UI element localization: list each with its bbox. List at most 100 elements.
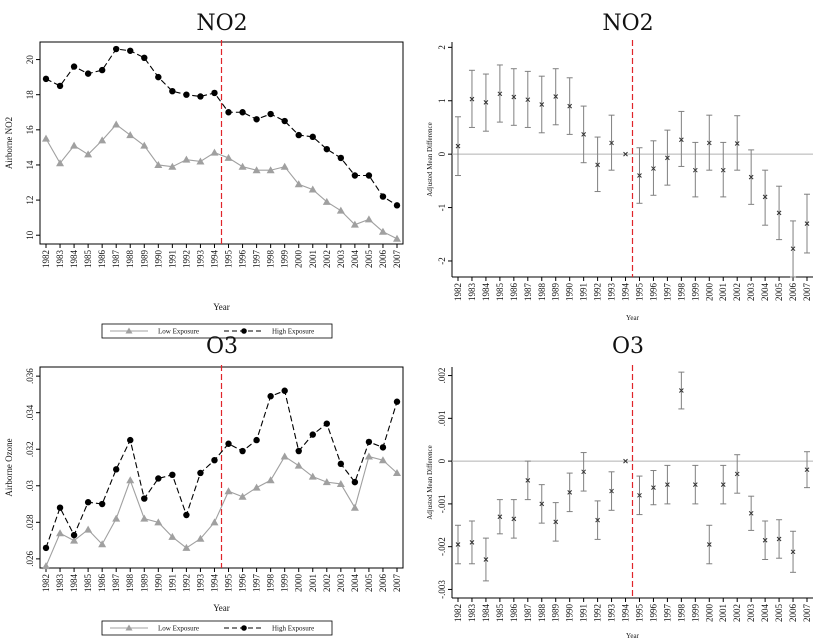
high-exposure-point [379,444,387,451]
high-exposure-point [141,495,148,502]
x-tick-label: 1993 [195,250,205,269]
estimate-marker [525,97,531,103]
x-tick-label: 1985 [83,574,93,593]
high-exposure-point [155,475,162,482]
estimate-marker [539,501,545,507]
x-tick-label: 1996 [648,604,658,623]
x-tick-label: 2004 [760,604,770,623]
low-exposure-point [350,503,359,511]
legend-low-label: Low Exposure [158,625,199,633]
low-exposure-point [182,155,191,163]
high-exposure-point [197,93,204,100]
high-exposure-point [295,447,302,455]
estimate-marker [637,492,642,498]
x-tick-label: 1991 [579,604,589,622]
x-tick-label: 1993 [607,604,617,623]
chart-panel-1: NO2 10 12 14 16 18 20 Airborne NO2 1982 1983 1984 1… [4,11,404,339]
x-tick-label: 1988 [537,604,547,623]
x-tick-label: 2000 [294,250,304,269]
x-tick-label: 2000 [704,604,714,623]
y-tick-label: .001 [437,410,447,426]
x-tick-label: 1995 [224,574,234,593]
y-tick-label: .03 [25,480,35,492]
x-tick-label: 2002 [322,250,332,268]
y-tick-label: 2 [437,45,447,50]
x-tick-label: 1995 [224,250,234,269]
legend-low-label: Low Exposure [158,328,199,336]
x-tick-label: 1990 [565,283,575,302]
x-tick-label: 1988 [125,250,135,269]
x-tick-label: 1986 [97,250,107,269]
high-exposure-point [42,544,50,552]
high-exposure-point [351,478,359,486]
estimate-marker [455,143,461,149]
low-exposure-point [252,483,261,491]
x-tick-label: 1985 [495,283,505,302]
low-exposure-point [140,514,149,522]
legend-box [101,323,333,339]
low-exposure-point [393,468,401,476]
y-tick-label: 10 [25,230,35,240]
high-exposure-point [183,511,190,519]
x-tick-label: 1998 [676,604,686,623]
x-tick-label: 1997 [252,574,262,593]
estimate-marker [692,482,698,487]
x-tick-label: 1992 [181,574,191,592]
y-tick-label: 16 [25,125,35,135]
chart-title: NO2 [196,11,247,36]
estimate-marker [525,478,531,483]
x-tick-label: 1988 [125,574,135,593]
high-exposure-point [295,131,302,139]
x-tick-label: 1996 [238,574,248,593]
estimate-marker [665,482,670,487]
estimate-marker [511,516,517,522]
x-tick-label: 1982 [453,283,463,301]
x-tick-label: 1992 [181,250,191,268]
x-axis-label: Year [213,302,230,312]
high-exposure-point [197,469,204,477]
low-exposure-point [322,197,331,205]
x-tick-label: 1987 [523,283,533,302]
x-tick-label: 2007 [802,604,812,623]
x-tick-label: 1982 [41,574,51,592]
x-tick-label: 2003 [336,574,346,593]
high-exposure-point [309,133,316,141]
x-tick-label: 1982 [41,250,51,268]
low-exposure-point [294,461,303,469]
estimate-marker [679,388,684,393]
low-exposure-point [196,157,205,165]
x-tick-label: 2004 [760,283,770,302]
high-exposure-point [141,54,148,62]
high-exposure-point [113,466,120,473]
low-exposure-point [364,215,373,223]
low-exposure-point [210,518,219,526]
x-tick-label: 2005 [364,250,374,269]
legend-high-label: High Exposure [272,328,314,336]
x-tick-label: 1991 [579,283,589,301]
estimate-marker [706,542,712,547]
high-exposure-point [393,202,401,209]
x-tick-label: 1982 [453,604,463,622]
x-tick-label: 1995 [634,604,644,623]
chart-panel-4: O3 -.003 -.002 -.001 0 .001 .002 Adjusted Mean … [426,334,813,640]
x-tick-label: 1983 [467,283,477,302]
estimate-marker [734,141,740,146]
y-tick-label: 0 [437,458,447,463]
x-tick-label: 1983 [467,604,477,623]
high-exposure-point [281,117,288,125]
low-exposure-point [140,141,149,149]
x-tick-label: 1983 [55,250,65,269]
y-tick-label: 1 [437,99,447,104]
estimate-marker [581,469,586,475]
estimate-marker [748,174,754,180]
x-tick-label: 2000 [704,283,714,302]
y-tick-label: .032 [25,441,35,457]
estimate-marker [567,489,573,495]
x-tick-label: 1987 [111,250,121,269]
low-exposure-line [45,123,398,240]
estimate-marker [804,467,810,473]
x-tick-label: 2002 [732,283,742,301]
high-exposure-point [98,66,106,74]
estimate-marker [623,151,628,157]
low-exposure-point [42,134,50,142]
